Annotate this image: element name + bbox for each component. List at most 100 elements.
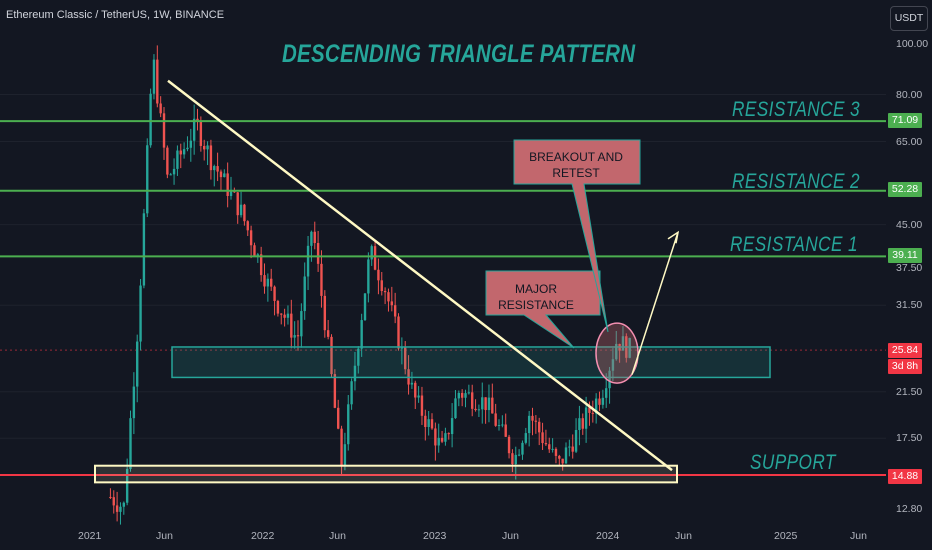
candle-body: [481, 397, 484, 410]
candle-body: [363, 293, 367, 321]
candle-body: [450, 418, 454, 435]
candle-body: [484, 397, 487, 411]
candle-body: [383, 290, 387, 293]
candle-body: [434, 428, 437, 446]
candle-body: [246, 221, 249, 231]
candle-body: [497, 425, 501, 427]
candle-body: [410, 382, 414, 385]
candle-body: [477, 409, 481, 411]
candle-body: [548, 444, 551, 450]
candle-body: [541, 432, 544, 444]
candle-body: [538, 421, 541, 433]
candle-body: [330, 336, 333, 375]
candle-body: [487, 397, 491, 411]
candle-body: [300, 311, 303, 337]
candle-body: [162, 113, 166, 148]
pattern-title: DESCENDING TRIANGLE PATTERN: [282, 40, 636, 68]
candle-body: [209, 145, 213, 171]
candle-body: [564, 447, 568, 464]
candle-body: [159, 103, 162, 114]
resistance-3-price-tag: 71.09: [888, 113, 922, 128]
support-label: SUPPORT: [750, 451, 836, 474]
candle-body: [146, 145, 149, 214]
time-tick: 2021: [78, 530, 102, 542]
candle-body: [591, 412, 595, 414]
candle-body: [370, 246, 373, 260]
candle-body: [377, 269, 380, 281]
time-tick: Jun: [329, 530, 346, 542]
candle-body: [142, 213, 146, 286]
candle-body: [259, 254, 263, 276]
breakout-callout-text: BREAKOUT AND RETEST: [529, 150, 623, 180]
candle-body: [621, 336, 625, 351]
candle-body: [347, 404, 350, 445]
candle-body: [236, 192, 239, 216]
candle-body: [544, 443, 548, 445]
currency-button[interactable]: USDT: [890, 6, 928, 31]
candle-body: [112, 497, 115, 506]
candle-body: [353, 365, 357, 382]
candle-body: [196, 118, 199, 122]
candle-body: [360, 320, 363, 349]
candle-body: [172, 168, 176, 175]
candle-body: [266, 278, 270, 287]
symbol-title[interactable]: Ethereum Classic / TetherUS, 1W, BINANCE: [6, 9, 225, 21]
candle-body: [447, 433, 450, 435]
candle-body: [286, 313, 290, 318]
candle-body: [169, 174, 172, 176]
candle-body: [166, 147, 169, 175]
candle-body: [551, 448, 554, 450]
candle-body: [511, 453, 514, 465]
candle-body: [152, 59, 156, 94]
candle-body: [608, 370, 611, 389]
candle-body: [380, 280, 383, 291]
resistance-1-label: RESISTANCE 1: [730, 233, 859, 256]
resistance-1-price-tag: 39.11: [888, 248, 922, 263]
candle-body: [558, 455, 561, 459]
price-tick: 45.00: [896, 219, 923, 231]
candle-body: [571, 446, 574, 452]
major-resistance-callout-text: MAJOR RESISTANCE: [498, 282, 574, 312]
last-price-tag: 25.84: [888, 343, 922, 358]
candle-body: [263, 275, 266, 287]
candle-body: [189, 140, 193, 148]
candle-body: [115, 505, 119, 512]
candle-body: [316, 243, 320, 264]
breakout-callout: [513, 139, 641, 333]
candle-body: [253, 245, 256, 257]
arrow-head: [667, 230, 680, 244]
candle-body: [574, 429, 578, 452]
candle-body: [424, 415, 427, 428]
candle-body: [501, 424, 504, 426]
price-tick: 17.50: [896, 432, 923, 444]
candle-body: [283, 314, 286, 318]
candle-body: [393, 305, 397, 317]
candle-body: [109, 496, 112, 498]
candle-body: [216, 166, 219, 172]
candle-body: [561, 458, 564, 464]
candle-body: [494, 413, 497, 426]
candle-body: [179, 150, 182, 155]
candle-body: [136, 341, 139, 387]
candle-body: [276, 300, 280, 314]
candle-body: [454, 398, 457, 419]
candle-body: [554, 448, 558, 456]
resistance-2-label: RESISTANCE 2: [732, 170, 861, 193]
candle-body: [464, 393, 467, 398]
candle-body: [293, 335, 296, 338]
candle-body: [427, 419, 430, 428]
descending-trendline: [167, 79, 673, 472]
candle-body: [373, 246, 377, 270]
candle-body: [524, 433, 528, 443]
candle-body: [249, 230, 253, 246]
candle-body: [534, 420, 538, 422]
breakout-highlight-circle: [595, 322, 639, 384]
candle-body: [139, 285, 142, 342]
time-tick: 2025: [774, 530, 798, 542]
price-axis[interactable]: [886, 0, 932, 550]
candle-body: [125, 468, 129, 503]
candle-body: [568, 446, 571, 448]
candle-body: [219, 171, 223, 178]
candle-body: [527, 415, 531, 434]
